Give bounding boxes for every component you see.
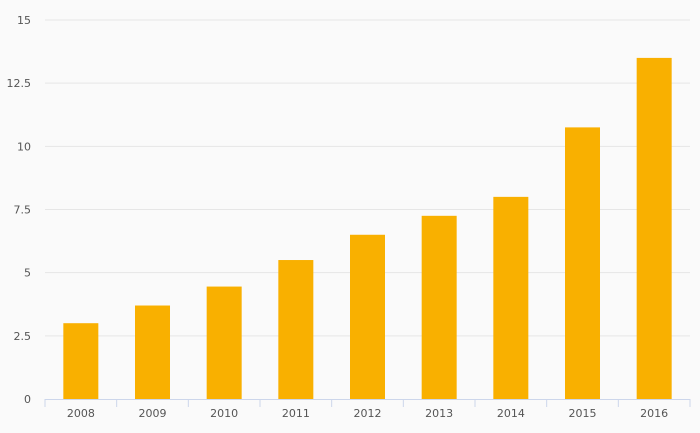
bar-2008[interactable] — [63, 323, 99, 399]
y-tick-label: 0 — [24, 393, 31, 406]
bar-2016[interactable] — [636, 57, 672, 400]
y-axis-tick-labels: 0 2.5 5 7.5 10 12.5 15 — [7, 14, 32, 406]
bar-2010[interactable] — [206, 286, 242, 399]
y-tick-label: 10 — [17, 140, 31, 153]
y-tick-label: 2.5 — [14, 330, 32, 343]
y-tick-label: 12.5 — [7, 77, 32, 90]
x-tick-label: 2008 — [67, 407, 95, 420]
x-tick-label: 2010 — [210, 407, 238, 420]
bar-2009[interactable] — [135, 305, 170, 399]
bar-2012[interactable] — [350, 234, 385, 399]
x-tick-label: 2015 — [569, 407, 597, 420]
x-tick-label: 2014 — [497, 407, 525, 420]
x-tick-label: 2009 — [139, 407, 167, 420]
x-tick-label: 2013 — [425, 407, 453, 420]
y-tick-label: 5 — [24, 267, 31, 280]
bar-2011[interactable] — [278, 260, 314, 399]
y-tick-label: 15 — [17, 14, 31, 27]
x-tick-label: 2016 — [640, 407, 668, 420]
bar-2014[interactable] — [493, 196, 529, 399]
bars — [63, 57, 672, 400]
x-tick-label: 2012 — [354, 407, 382, 420]
x-tick-label: 2011 — [282, 407, 310, 420]
bar-2015[interactable] — [565, 127, 600, 399]
x-axis-tick-labels: 2008 2009 2010 2011 2012 2013 2014 2015 2016 — [67, 407, 668, 420]
x-axis — [44, 399, 691, 407]
y-tick-label: 7.5 — [14, 204, 32, 217]
bar-2013[interactable] — [421, 215, 457, 399]
